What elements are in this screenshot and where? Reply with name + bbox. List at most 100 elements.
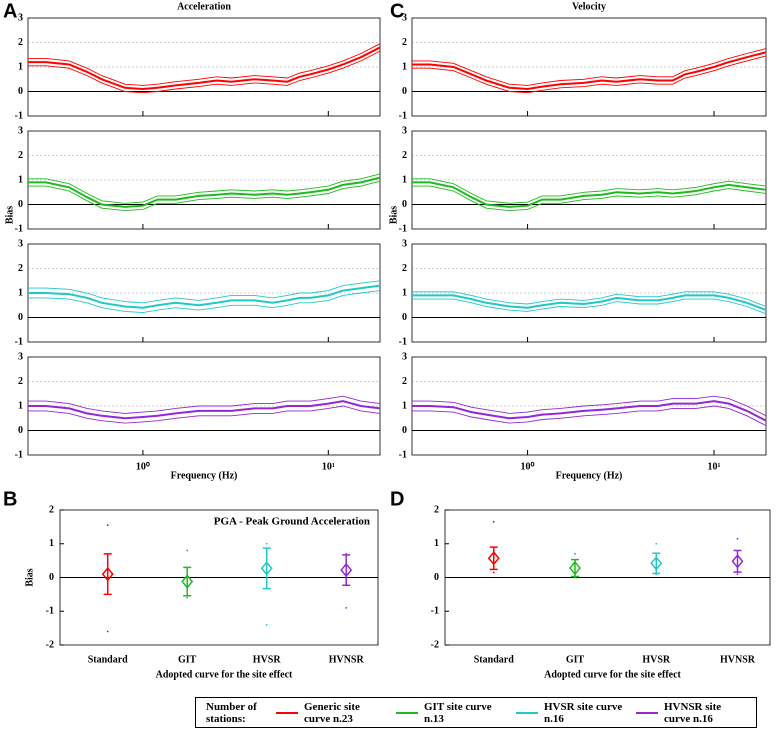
panel-letter: C [390,0,404,22]
y-tick-label: -1 [399,110,407,121]
y-tick-label: -1 [399,336,407,347]
mean-marker [340,562,353,578]
y-tick-label: 1 [402,287,407,298]
y-tick-label: 2 [18,37,23,48]
legend-swatch [396,711,418,714]
x-tick-label: 10⁰ [136,461,150,472]
y-tick-label: 0 [402,425,407,436]
y-tick-label: 0 [434,572,439,583]
y-tick-label: 1 [18,287,23,298]
y-tick-label: 2 [49,504,54,515]
lower-band-line [28,405,381,424]
legend-swatch [636,711,658,714]
y-tick-label: 3 [18,12,23,23]
panel-letter: A [3,0,17,22]
x-tick-label: HVSR [642,654,671,665]
y-tick-label: 3 [402,351,407,362]
upper-band-line [28,395,381,414]
y-tick-label: 2 [402,263,407,274]
y-tick-label: 2 [18,150,23,161]
legend-swatch [516,711,538,714]
y-tick-label: 3 [402,125,407,136]
panel-letter: B [3,488,17,510]
mean-marker [650,556,663,571]
min-point [736,573,739,576]
x-tick-label: 10¹ [708,461,721,472]
max-point [265,542,268,545]
min-point [492,571,495,574]
y-tick-label: 2 [402,376,407,387]
min-point [265,623,268,626]
legend-label: HVSR site curve n.16 [544,700,623,725]
y-axis-label: Bias [388,206,399,224]
min-point [574,576,576,579]
x-axis-label: Adopted curve for the site effect [156,669,293,680]
y-tick-label: -1 [399,449,407,460]
y-tick-label: 2 [18,376,23,387]
mean-line [28,46,381,91]
upper-band-line [28,43,381,86]
y-tick-label: 3 [402,238,407,249]
x-tick-label: GIT [566,654,585,665]
y-tick-label: -1 [46,606,54,617]
x-tick-label: 10¹ [322,461,335,472]
lower-band-line [412,298,767,315]
y-tick-label: -1 [431,606,439,617]
min-point [106,630,109,633]
upper-band-line [412,48,767,86]
lower-band-line [28,180,381,212]
x-tick-label: Standard [474,654,514,665]
mean-marker [569,560,581,576]
x-axis-label: Frequency (Hz) [171,470,238,481]
figure: A Acceleration -1 0 1 2 3 -1 0 1 2 3 -1 0 1 2 3 -1 0 1 2 3 10⁰… [3,0,771,680]
y-tick-label: -1 [15,449,23,460]
legend-title: Number of stations: [206,700,257,725]
legend-swatch [276,711,298,714]
y-tick-label: 0 [402,312,407,323]
min-point [655,573,658,576]
y-tick-label: 1 [49,538,54,549]
min-point [345,606,348,609]
x-tick-label: 10⁰ [521,461,535,472]
x-tick-label: HVNSR [720,654,756,665]
mean-line [412,400,767,422]
lower-band-line [28,290,381,314]
y-tick-label: 1 [18,174,23,185]
x-axis-label: Adopted curve for the site effect [544,669,681,680]
upper-band-line [28,173,381,204]
max-point [655,542,658,545]
max-point [574,552,576,555]
mean-line [412,294,767,312]
upper-band-line [28,280,381,304]
legend-entry: GIT site curve n.13 [396,701,504,725]
upper-band-line [412,178,767,204]
y-tick-label: -1 [15,110,23,121]
mean-marker [101,566,114,582]
mean-marker [181,574,194,589]
legend-label: Generic site curve n.23 [304,700,360,725]
mean-line [28,176,381,208]
y-tick-label: 1 [434,538,439,549]
y-tick-label: 1 [18,61,23,72]
mean-marker [731,554,744,569]
y-tick-label: 0 [18,312,23,323]
mean-line [412,51,767,91]
max-point [106,524,109,527]
legend-entry: Generic site curve n.23 [276,701,384,725]
y-tick-label: 1 [402,174,407,185]
upper-band-line [412,291,767,307]
mean-line [28,400,381,420]
y-tick-label: 3 [18,238,23,249]
min-point [186,596,189,599]
mean-marker [487,551,500,566]
lower-band-line [28,50,381,94]
panel-title: Velocity [572,1,606,12]
max-point [492,520,495,523]
legend-entry: HVSR site curve n.16 [516,701,624,725]
x-tick-label: GIT [178,654,197,665]
lower-band-line [412,55,767,94]
mean-line [28,284,381,309]
y-tick-label: 2 [434,504,439,515]
max-point [345,552,348,555]
